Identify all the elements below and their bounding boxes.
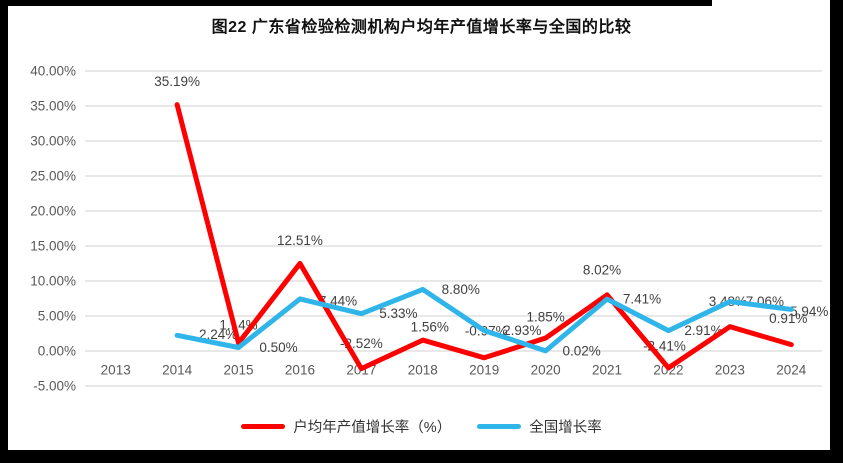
data-label-national-growth: 8.80% [442,282,480,297]
frame-bottom-border [0,450,843,463]
series-line-national-growth [174,286,794,354]
data-label-per-org-growth: 1.85% [526,310,564,325]
data-label-national-growth: 2.24% [199,327,237,342]
chart-legend: 户均年产值增长率（%） 全国增长率 [0,411,843,441]
y-tick-label: -5.00% [33,379,76,394]
x-axis-label: 2018 [408,363,438,378]
legend-label-per-org-growth: 户均年产值增长率（%） [293,419,452,436]
legend-label-national-growth: 全国增长率 [529,419,602,436]
y-tick-label: 40.00% [30,64,76,79]
data-label-per-org-growth: 35.19% [154,74,200,89]
data-label-national-growth: 7.41% [623,292,661,307]
data-label-per-org-growth: 1.56% [411,320,449,335]
y-tick-label: 30.00% [30,134,76,149]
legend-item-per-org-growth: 户均年产值增长率（%） [241,416,451,437]
y-tick-label: 25.00% [30,169,76,184]
data-label-national-growth: 5.94% [790,304,828,319]
frame-top-border [0,0,712,6]
x-axis-label: 2020 [531,363,561,378]
data-label-national-growth: 2.91% [684,323,722,338]
data-label-national-growth: 5.33% [379,306,417,321]
data-label-per-org-growth: 0.91% [769,311,807,326]
x-axis-label: 2021 [592,363,622,378]
x-axis-label: 2013 [101,363,131,378]
legend-swatch-blue-line [477,423,522,429]
x-axis-label: 2014 [162,363,193,378]
x-axis-label: 2019 [469,363,499,378]
x-axis-label: 2023 [715,363,745,378]
series-line-per-org-growth [174,102,794,372]
legend-swatch-red-line [241,423,286,429]
x-axis-label: 2015 [224,363,254,378]
y-tick-label: 10.00% [30,274,76,289]
y-tick-label: 0.00% [38,344,76,359]
data-label-per-org-growth: 8.02% [583,262,621,277]
y-tick-label: 15.00% [30,239,76,254]
data-label-national-growth: 0.50% [259,340,297,355]
data-label-per-org-growth: 12.51% [277,233,323,248]
x-axis-label: 2024 [776,363,807,378]
y-tick-label: 20.00% [30,204,76,219]
x-axis-label: 2016 [285,363,315,378]
frame-right-border [830,0,843,463]
y-tick-label: 35.00% [30,99,76,114]
legend-item-national-growth: 全国增长率 [477,416,602,437]
data-label-national-growth: 0.02% [562,343,600,358]
frame-left-border [0,0,8,463]
chart-title: 图22 广东省检验检测机构户均年产值增长率与全国的比较 [211,19,632,36]
data-label-national-growth: 2.93% [503,323,541,338]
y-tick-label: 5.00% [38,309,76,324]
